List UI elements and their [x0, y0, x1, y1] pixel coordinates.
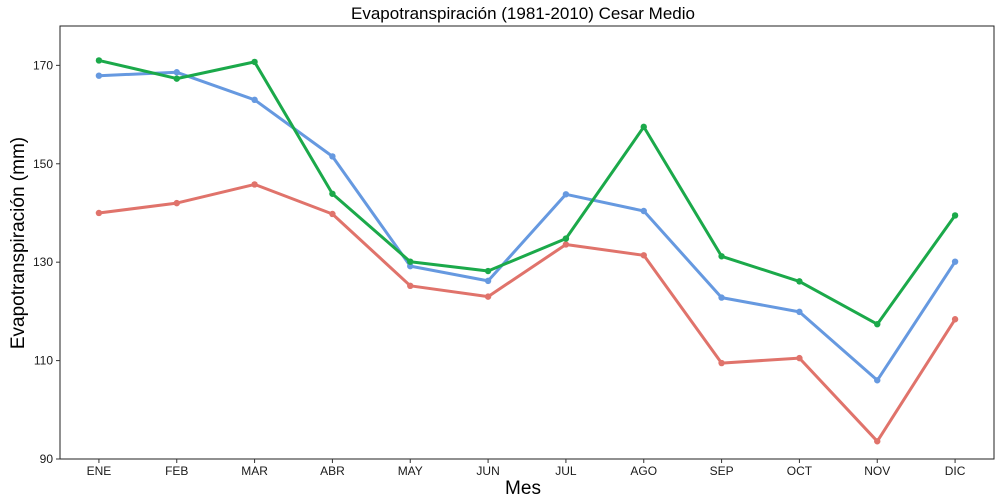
y-tick-label: 130 [33, 255, 53, 269]
y-axis-title: Evapotranspiración (mm) [8, 137, 29, 349]
data-point [562, 241, 570, 248]
x-tick-label: FEB [165, 464, 188, 478]
y-tick-label: 170 [33, 58, 53, 72]
data-point [407, 258, 414, 265]
x-tick-label: ENE [87, 464, 112, 478]
data-point [407, 262, 414, 270]
data-point [796, 308, 803, 316]
data-point [329, 153, 336, 160]
data-point [874, 438, 881, 445]
x-axis: ENE FEB MAR ABR MAY JUN JUL AGO SEP OCT NOV DIC [87, 459, 966, 478]
series-line [97, 70, 957, 382]
data-point [329, 210, 336, 218]
x-tick-label: ABR [320, 464, 345, 478]
data-point [718, 294, 725, 301]
data-point [718, 359, 725, 367]
plot-panel [59, 25, 995, 460]
data-point [796, 278, 803, 285]
series-line [97, 58, 957, 326]
x-tick-label: SEP [710, 464, 734, 478]
data-point [251, 96, 258, 104]
x-tick-label: OCT [787, 464, 813, 478]
series-2 [95, 69, 959, 384]
data-point [562, 235, 570, 242]
data-point [640, 123, 647, 131]
x-tick-label: MAR [241, 464, 268, 478]
data-point [95, 72, 103, 79]
data-point [951, 212, 959, 219]
series-3 [95, 57, 959, 328]
series-layer [95, 57, 959, 445]
chart-title: Evapotranspiración (1981-2010) Cesar Med… [351, 4, 695, 23]
data-point [951, 316, 959, 323]
x-tick-label: JUL [555, 464, 577, 478]
data-point [407, 282, 414, 289]
data-point [95, 209, 103, 217]
data-point [562, 191, 570, 198]
data-point [173, 75, 180, 82]
data-point [640, 252, 647, 259]
data-point [874, 320, 881, 328]
data-point [640, 207, 647, 215]
x-axis-title: Mes [505, 478, 541, 499]
data-point [95, 57, 103, 64]
x-tick-label: DIC [945, 464, 966, 478]
data-point [796, 354, 803, 362]
series-1 [95, 181, 959, 445]
data-point [718, 253, 725, 260]
x-tick-label: JUN [476, 464, 499, 478]
y-tick-label: 110 [34, 354, 53, 368]
data-point [484, 267, 492, 275]
data-point [251, 181, 258, 188]
series-line [97, 182, 957, 443]
data-point [329, 190, 336, 197]
data-point [874, 377, 881, 384]
data-point [173, 69, 180, 76]
y-tick-label: 150 [33, 157, 53, 171]
data-point [251, 58, 258, 66]
y-tick-label: 90 [40, 452, 54, 466]
x-tick-label: MAY [398, 464, 423, 478]
data-point [484, 293, 492, 300]
x-tick-label: NOV [864, 464, 890, 478]
y-axis: 90 110 130 150 170 [33, 58, 60, 466]
x-tick-label: AGO [630, 464, 657, 478]
data-point [484, 277, 492, 285]
data-point [173, 199, 180, 207]
data-point [951, 258, 959, 265]
